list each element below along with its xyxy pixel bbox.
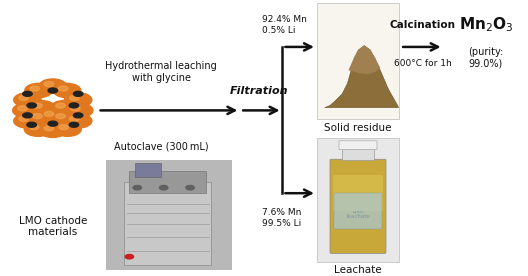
Circle shape — [18, 106, 27, 111]
FancyBboxPatch shape — [333, 175, 383, 211]
FancyBboxPatch shape — [330, 159, 386, 253]
Circle shape — [19, 116, 29, 121]
Circle shape — [51, 100, 78, 115]
Circle shape — [69, 122, 79, 127]
Text: Solid residue: Solid residue — [324, 123, 391, 133]
Circle shape — [14, 114, 41, 128]
Circle shape — [39, 123, 67, 137]
Circle shape — [54, 122, 81, 136]
Circle shape — [39, 109, 67, 123]
Circle shape — [27, 100, 55, 115]
FancyBboxPatch shape — [317, 3, 399, 119]
Text: % Glycine
LMO
leachate: % Glycine LMO leachate — [344, 203, 372, 219]
Text: Calcination: Calcination — [390, 20, 455, 30]
Circle shape — [39, 79, 67, 93]
Text: (purity:
99.0%): (purity: 99.0%) — [468, 47, 503, 69]
Circle shape — [70, 95, 79, 100]
Circle shape — [30, 125, 39, 130]
FancyBboxPatch shape — [334, 193, 382, 229]
Circle shape — [56, 114, 65, 119]
Circle shape — [13, 103, 40, 118]
Circle shape — [44, 112, 54, 116]
Circle shape — [23, 113, 32, 118]
Text: 7.6% Mn
99.5% Li: 7.6% Mn 99.5% Li — [262, 208, 302, 228]
Circle shape — [73, 113, 83, 118]
Circle shape — [64, 114, 92, 128]
Circle shape — [33, 114, 42, 119]
Circle shape — [24, 122, 52, 136]
Circle shape — [33, 103, 42, 108]
FancyBboxPatch shape — [339, 141, 377, 150]
Circle shape — [48, 88, 58, 93]
Text: Leachate: Leachate — [334, 266, 382, 275]
Circle shape — [159, 185, 168, 190]
Circle shape — [53, 83, 81, 98]
Circle shape — [56, 103, 65, 108]
Circle shape — [48, 121, 58, 126]
Circle shape — [14, 93, 41, 107]
FancyBboxPatch shape — [135, 163, 161, 177]
Text: 600°C for 1h: 600°C for 1h — [393, 59, 451, 68]
Text: Hydrothermal leaching
with glycine: Hydrothermal leaching with glycine — [105, 61, 217, 83]
FancyBboxPatch shape — [317, 138, 399, 262]
Circle shape — [30, 86, 40, 91]
Circle shape — [27, 103, 36, 108]
Circle shape — [44, 82, 54, 87]
FancyBboxPatch shape — [124, 182, 211, 265]
Text: Mn$_2$O$_3$: Mn$_2$O$_3$ — [458, 15, 513, 34]
FancyBboxPatch shape — [106, 160, 232, 270]
Polygon shape — [325, 46, 399, 108]
Circle shape — [70, 116, 79, 121]
Circle shape — [64, 93, 92, 107]
Circle shape — [59, 125, 69, 130]
Circle shape — [27, 122, 36, 127]
Circle shape — [69, 103, 79, 108]
Text: Filtration: Filtration — [230, 86, 288, 96]
Circle shape — [25, 83, 52, 98]
Text: LMO cathode
materials: LMO cathode materials — [18, 216, 87, 237]
Circle shape — [71, 106, 80, 111]
Polygon shape — [348, 46, 380, 74]
Circle shape — [44, 126, 54, 131]
Circle shape — [73, 91, 83, 96]
FancyBboxPatch shape — [129, 171, 206, 193]
Text: Autoclave (300 mL): Autoclave (300 mL) — [114, 141, 209, 151]
Circle shape — [19, 95, 29, 100]
Circle shape — [125, 254, 134, 259]
Circle shape — [59, 86, 68, 91]
Circle shape — [186, 185, 194, 190]
Circle shape — [27, 111, 55, 125]
Circle shape — [133, 185, 142, 190]
Circle shape — [65, 103, 93, 118]
FancyBboxPatch shape — [342, 149, 374, 160]
Text: 92.4% Mn
0.5% Li: 92.4% Mn 0.5% Li — [262, 15, 307, 34]
Circle shape — [51, 111, 78, 125]
Circle shape — [23, 91, 32, 96]
